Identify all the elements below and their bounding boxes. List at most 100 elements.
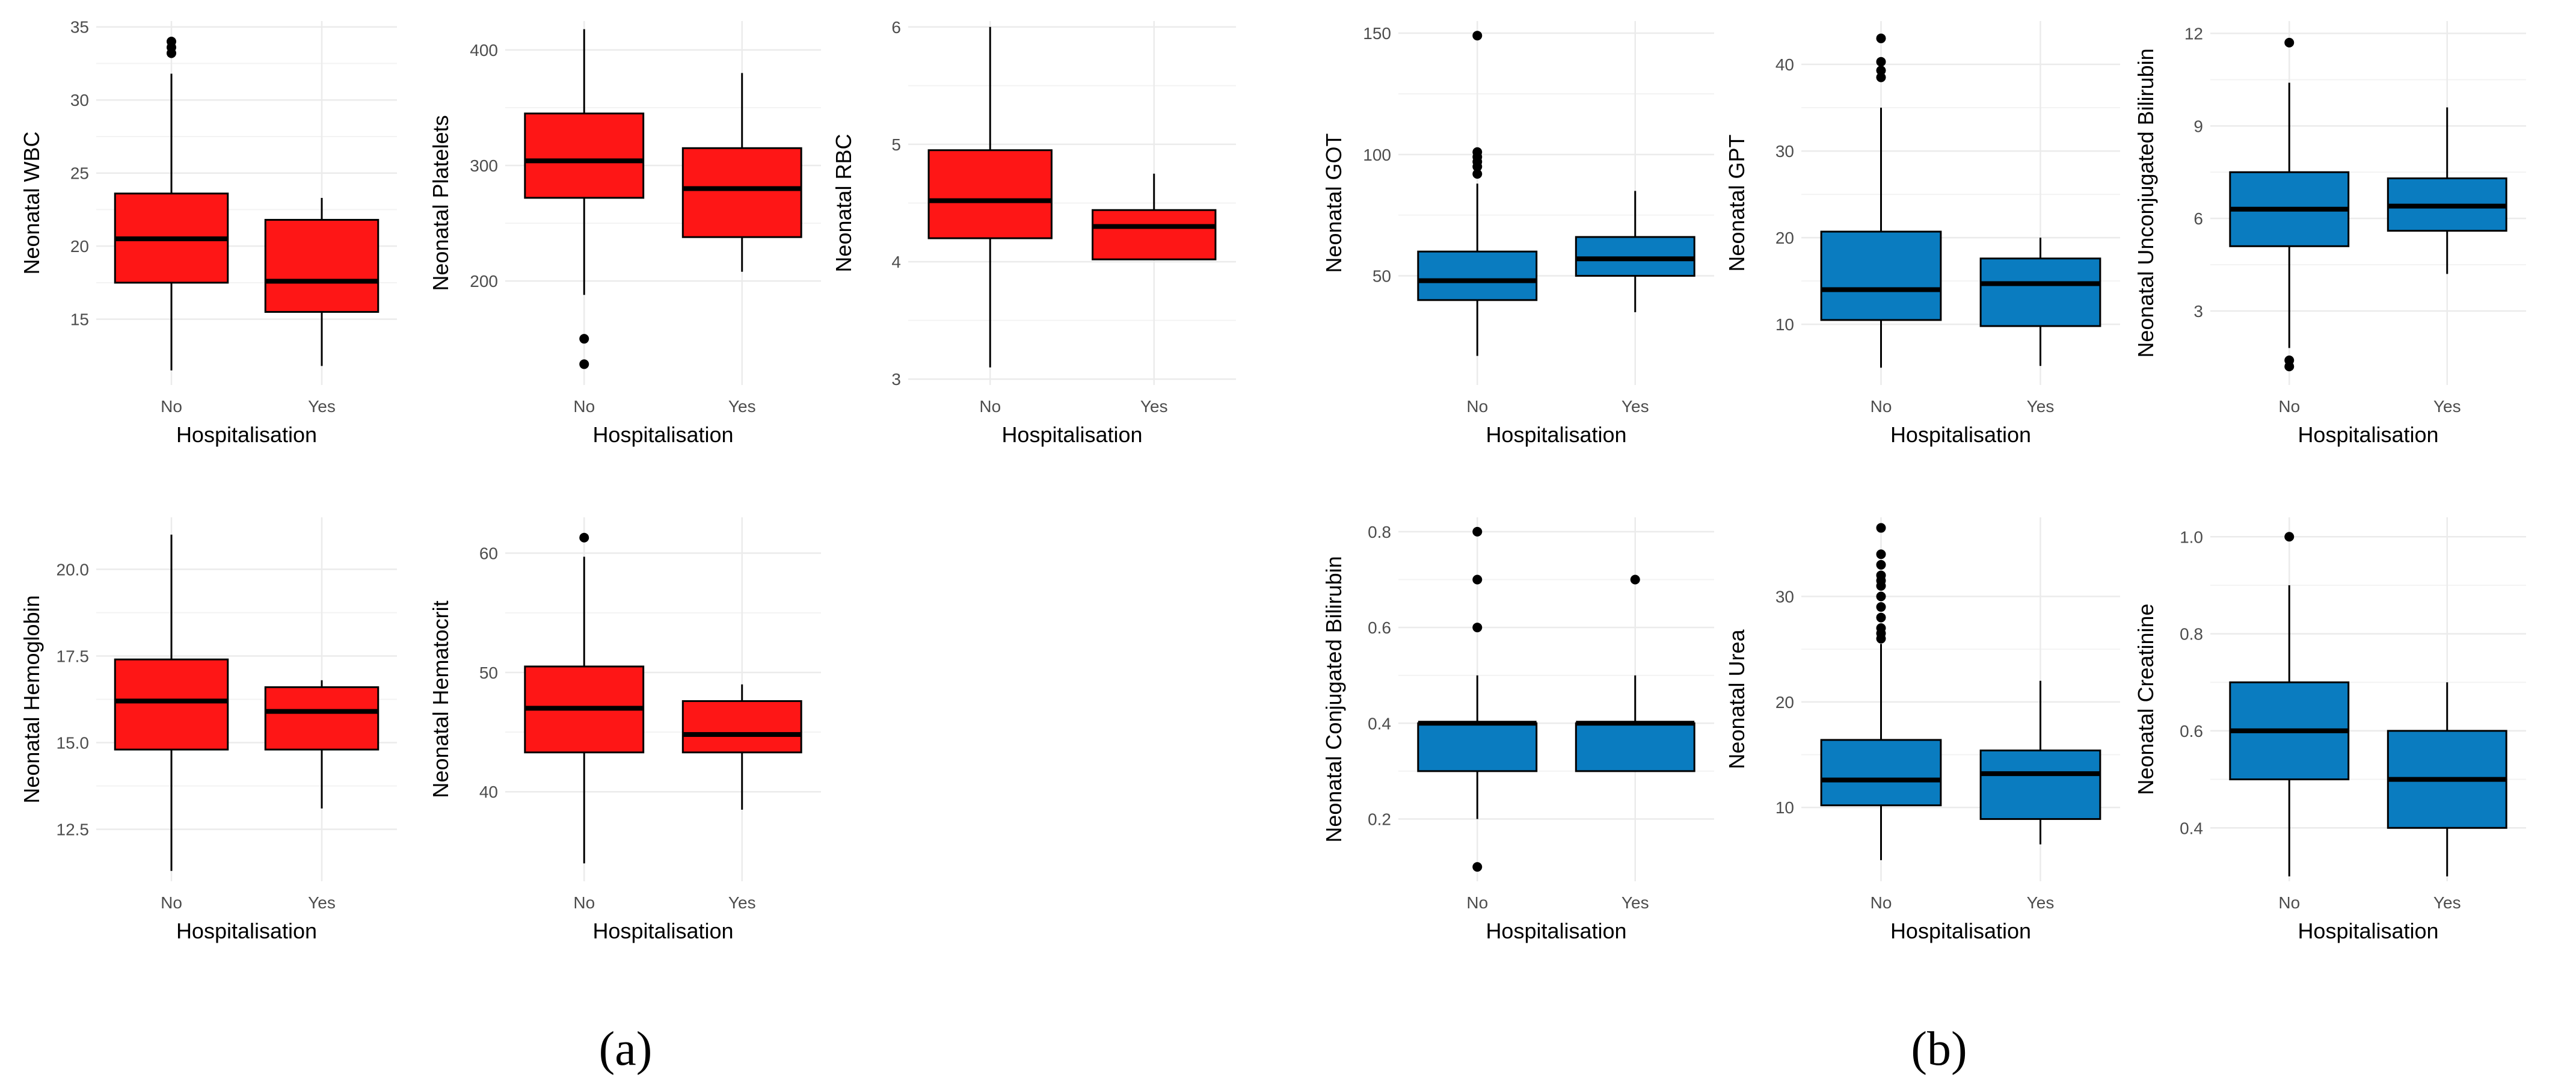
box-no (1417, 31, 1538, 356)
x-tick-label: Yes (2433, 397, 2461, 416)
y-tick-label: 12.5 (57, 821, 90, 839)
outlier-point (1472, 862, 1483, 872)
chart-panel-6: 12.5 15.0 17.5 20.0 No Yes Hospitalisation Neon… (19, 517, 397, 943)
x-tick-label: Yes (1622, 397, 1649, 416)
iqr-box (681, 700, 802, 754)
outlier-point (1876, 72, 1886, 82)
y-tick-label: 20.0 (57, 560, 90, 579)
x-tick-label: No (1871, 893, 1892, 912)
y-axis-title: Neonatal Creatinine (2133, 603, 2158, 795)
outlier-point (1472, 169, 1483, 179)
box-no (524, 29, 645, 369)
y-tick-label: 300 (470, 156, 498, 175)
x-axis-title: Hospitalisation (1486, 422, 1626, 447)
y-tick-label: 60 (479, 544, 498, 563)
box-yes (681, 73, 802, 272)
iqr-box (1417, 722, 1538, 772)
x-axis-title: Hospitalisation (2298, 919, 2438, 943)
outlier-point (1472, 31, 1483, 41)
outlier-point (2284, 532, 2295, 542)
y-tick-label: 10 (1775, 315, 1794, 334)
iqr-box (681, 147, 802, 238)
x-tick-label: No (573, 893, 595, 912)
box-yes (264, 680, 380, 808)
y-tick-label: 6 (2193, 209, 2203, 228)
y-tick-label: 30 (1775, 142, 1794, 161)
y-axis-title: Neonatal Hematocrit (428, 600, 453, 798)
box-no (1820, 33, 1942, 368)
outlier-point (1876, 612, 1886, 623)
x-tick-label: No (573, 397, 595, 416)
y-tick-label: 4 (891, 253, 901, 271)
y-tick-label: 50 (1373, 267, 1391, 286)
box-yes (1979, 680, 2101, 845)
outlier-point (1472, 574, 1483, 585)
x-tick-label: No (1466, 397, 1488, 416)
y-tick-label: 17.5 (57, 647, 90, 665)
box-no (2229, 37, 2350, 372)
y-tick-label: 5 (891, 135, 901, 154)
box-no (114, 534, 229, 871)
y-tick-label: 0.4 (1368, 714, 1391, 733)
outlier-point (1876, 602, 1886, 612)
x-tick-label: Yes (1622, 893, 1649, 912)
y-tick-label: 0.4 (2180, 819, 2203, 837)
y-tick-label: 20 (1775, 693, 1794, 712)
box-no (1417, 526, 1538, 872)
x-axis-title: Hospitalisation (1890, 422, 2031, 447)
y-tick-label: 30 (70, 91, 89, 109)
chart-panel-0: 15 20 25 30 35 No Yes Hospitalisation Neonatal W… (19, 18, 397, 447)
outlier-point (1472, 147, 1483, 157)
x-tick-label: No (161, 397, 182, 416)
chart-panel-4: 10 20 30 40 No Yes Hospitalisation Neonatal GPT (1724, 21, 2120, 447)
iqr-box (1979, 750, 2101, 821)
y-tick-label: 40 (1775, 55, 1794, 74)
iqr-box (264, 686, 380, 751)
iqr-box (1979, 257, 2101, 327)
x-tick-label: Yes (728, 893, 756, 912)
iqr-box (1417, 250, 1538, 301)
y-tick-label: 10 (1775, 798, 1794, 817)
outlier-point (1472, 526, 1483, 537)
x-tick-label: Yes (2433, 893, 2461, 912)
x-tick-label: Yes (2027, 893, 2055, 912)
box-no (524, 532, 645, 864)
y-axis-title: Neonatal Conjugated Bilirubin (1321, 556, 1346, 842)
y-tick-label: 0.8 (2180, 625, 2203, 644)
iqr-box (1575, 236, 1695, 277)
y-tick-label: 15.0 (57, 734, 90, 753)
y-tick-label: 12 (2184, 25, 2203, 43)
y-tick-label: 20 (1775, 229, 1794, 247)
chart-panel-3: 50 100 150 No Yes Hospitalisation Neonatal GOT (1321, 21, 1714, 447)
iqr-box (264, 218, 380, 313)
box-yes (264, 197, 380, 366)
box-yes (1092, 173, 1217, 260)
x-axis-title: Hospitalisation (592, 919, 733, 943)
box-yes (2387, 682, 2507, 876)
outlier-point (579, 334, 589, 344)
outlier-point (2284, 362, 2295, 372)
y-tick-label: 30 (1775, 588, 1794, 606)
outlier-point (2284, 37, 2295, 48)
box-no (1820, 523, 1942, 860)
outlier-point (579, 532, 589, 543)
chart-panel-1: 200 300 400 No Yes Hospitalisation Neonatal Pl… (428, 21, 821, 447)
outlier-point (1876, 33, 1886, 43)
y-tick-label: 50 (479, 664, 498, 682)
box-yes (1979, 238, 2101, 366)
y-tick-label: 35 (70, 18, 89, 37)
box-yes (1575, 574, 1695, 772)
y-axis-title: Neonatal Platelets (428, 115, 453, 291)
y-tick-label: 3 (2193, 302, 2203, 321)
box-no (2229, 532, 2350, 876)
y-tick-label: 20 (70, 237, 89, 256)
chart-panel-5: 3 6 9 12 No Yes Hospitalisation Neonatal Unconj… (2133, 21, 2526, 447)
y-tick-label: 9 (2193, 117, 2203, 135)
y-tick-label: 40 (479, 783, 498, 801)
y-tick-label: 0.6 (1368, 618, 1391, 637)
y-axis-title: Neonatal Unconjugated Bilirubin (2133, 48, 2158, 357)
iqr-box (1820, 230, 1942, 321)
outlier-point (1876, 559, 1886, 570)
box-no (927, 26, 1053, 368)
